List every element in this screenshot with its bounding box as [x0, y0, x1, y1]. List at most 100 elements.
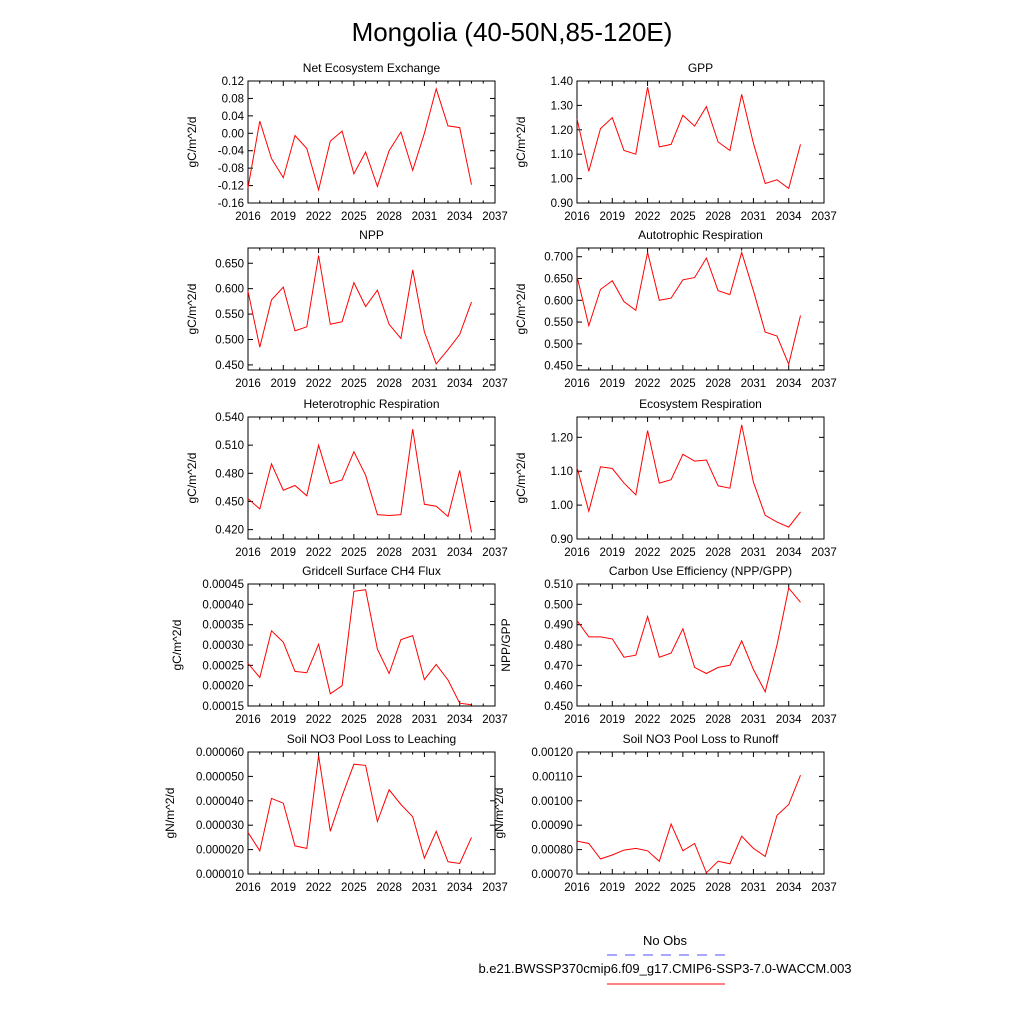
- y-tick-label: 1.40: [551, 76, 573, 88]
- x-tick-label: 2034: [776, 378, 802, 390]
- y-tick-label: 0.000010: [196, 869, 244, 881]
- y-tick-label: -0.04: [218, 146, 245, 158]
- plot-frame: [247, 80, 496, 204]
- panel-4: Heterotrophic Respiration 2016 2019 2022 202…: [185, 397, 508, 559]
- x-tick-label: 2037: [811, 547, 837, 559]
- x-tick-label: 2031: [412, 547, 438, 559]
- x-tick-label: 2028: [376, 378, 402, 390]
- x-tick-label: 2034: [447, 211, 473, 223]
- x-tick-label: 2031: [412, 714, 438, 726]
- x-tick-label: 2034: [776, 211, 802, 223]
- y-tick-label: 0.490: [544, 620, 573, 632]
- y-tick-label: 0.00030: [202, 640, 244, 652]
- y-tick-label: 0.480: [544, 640, 573, 652]
- y-tick-label: 0.08: [222, 93, 244, 105]
- x-tick-label: 2016: [235, 882, 261, 894]
- series-line: [576, 87, 801, 190]
- y-axis-label: gC/m^2/d: [514, 453, 528, 504]
- x-tick-label: 2019: [599, 714, 625, 726]
- y-tick-label: 0.450: [215, 496, 244, 508]
- y-tick-label: 0.470: [544, 660, 573, 672]
- x-tick-label: 2031: [412, 378, 438, 390]
- x-tick-label: 2025: [341, 547, 367, 559]
- panel-2: NPP 2016 2019 2022 2025 2028 2031 2034 2037 0.450…: [185, 228, 508, 390]
- x-tick-label: 2019: [599, 211, 625, 223]
- x-tick-label: 2025: [341, 378, 367, 390]
- x-tick-label: 2016: [564, 714, 590, 726]
- y-tick-label: 0.510: [215, 440, 244, 452]
- y-tick-label: 1.10: [551, 149, 573, 161]
- x-tick-label: 2037: [482, 714, 508, 726]
- x-tick-label: 2034: [776, 714, 802, 726]
- x-tick-label: 2028: [705, 211, 731, 223]
- y-tick-label: 1.10: [551, 466, 573, 478]
- y-tick-label: 0.450: [544, 361, 573, 373]
- y-tick-label: 0.510: [544, 579, 573, 591]
- panel-9: Soil NO3 Pool Loss to Runoff 2016 2019 2022…: [492, 732, 837, 894]
- y-tick-label: 0.500: [544, 339, 573, 351]
- y-tick-label: 0.00015: [202, 701, 244, 713]
- series-line: [247, 589, 472, 706]
- y-axis-label: gC/m^2/d: [514, 284, 528, 335]
- figure-title: Mongolia (40-50N,85-120E): [352, 17, 673, 47]
- x-tick-label: 2034: [447, 714, 473, 726]
- y-tick-label: -0.16: [218, 198, 244, 210]
- x-tick-label: 2028: [705, 378, 731, 390]
- x-tick-label: 2025: [341, 211, 367, 223]
- panel-title: Heterotrophic Respiration: [303, 397, 439, 411]
- x-tick-label: 2016: [235, 378, 261, 390]
- x-tick-label: 2028: [705, 714, 731, 726]
- x-tick-label: 2028: [376, 547, 402, 559]
- y-axis-label: gN/m^2/d: [163, 788, 177, 839]
- y-tick-label: 1.20: [551, 125, 573, 137]
- panel-title: Ecosystem Respiration: [639, 397, 762, 411]
- panel-title: NPP: [359, 228, 384, 242]
- plot-frame: [247, 416, 496, 540]
- panel-7: Carbon Use Efficiency (NPP/GPP) 2016 2019 2…: [499, 564, 837, 726]
- y-tick-label: 0.000030: [196, 820, 244, 832]
- y-tick-label: 0.00: [222, 128, 244, 140]
- x-tick-label: 2016: [564, 882, 590, 894]
- panel-1: GPP 2016 2019 2022 2025 2028 2031 2034 2037 0.90 1…: [514, 61, 837, 223]
- y-axis-label: gC/m^2/d: [514, 117, 528, 168]
- x-tick-label: 2019: [270, 882, 296, 894]
- x-tick-label: 2028: [376, 714, 402, 726]
- y-tick-label: 0.700: [544, 252, 573, 264]
- panel-8: Soil NO3 Pool Loss to Leaching 2016 2019 20…: [163, 732, 508, 894]
- series-line: [247, 755, 472, 865]
- x-tick-label: 2022: [306, 547, 332, 559]
- x-tick-label: 2016: [564, 547, 590, 559]
- x-tick-label: 2022: [306, 714, 332, 726]
- series-line: [576, 424, 801, 528]
- x-tick-label: 2031: [741, 211, 767, 223]
- x-tick-label: 2031: [741, 378, 767, 390]
- panel-5: Ecosystem Respiration 2016 2019 2022 2025 202…: [514, 397, 837, 559]
- y-tick-label: 0.00110: [532, 771, 573, 783]
- x-tick-label: 2037: [811, 378, 837, 390]
- plot-frame: [247, 247, 496, 371]
- y-tick-label: 0.450: [544, 701, 573, 713]
- panel-3: Autotrophic Respiration 2016 2019 2022 2025 2…: [514, 228, 837, 390]
- y-tick-label: 0.00025: [202, 660, 244, 672]
- x-tick-label: 2022: [635, 378, 661, 390]
- x-tick-label: 2031: [412, 211, 438, 223]
- legend: No Obs b.e21.BWSSP370cmip6.f09_g17.CMIP6…: [478, 933, 852, 985]
- x-tick-label: 2016: [235, 547, 261, 559]
- y-tick-label: 0.550: [544, 317, 573, 329]
- x-tick-label: 2034: [776, 882, 802, 894]
- panel-0: Net Ecosystem Exchange 2016 2019 2022 2025 20…: [185, 61, 508, 223]
- x-tick-label: 2028: [376, 211, 402, 223]
- y-tick-label: 0.00040: [202, 599, 244, 611]
- y-tick-label: 0.000060: [196, 747, 244, 759]
- x-tick-label: 2022: [635, 547, 661, 559]
- x-tick-label: 2034: [447, 378, 473, 390]
- plot-frame: [576, 247, 825, 371]
- x-tick-label: 2022: [635, 882, 661, 894]
- legend-label-obs: No Obs: [643, 933, 688, 948]
- panel-6: Gridcell Surface CH4 Flux 2016 2019 2022 202…: [170, 564, 508, 726]
- y-tick-label: 0.90: [551, 198, 573, 210]
- y-axis-label: gN/m^2/d: [492, 788, 506, 839]
- y-tick-label: -0.12: [218, 181, 244, 193]
- x-tick-label: 2019: [599, 378, 625, 390]
